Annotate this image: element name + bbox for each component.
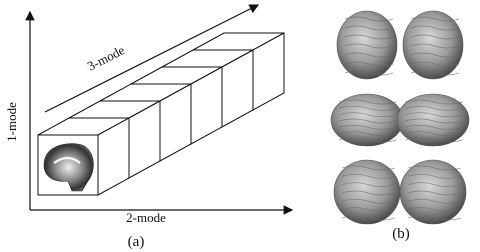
- slice: [38, 118, 129, 195]
- brain: [334, 160, 400, 224]
- brain: [400, 160, 466, 224]
- caption-a: (a): [128, 234, 145, 250]
- figure: 3-mode 1-mode 2-mode (a) (b): [0, 0, 480, 252]
- brain-surface: [400, 160, 466, 224]
- slices: [38, 33, 284, 195]
- mode1-label: 1-mode: [4, 102, 19, 142]
- caption-b: (b): [392, 226, 410, 242]
- brain-renders: [331, 11, 469, 224]
- mode3-label: 3-mode: [85, 42, 127, 73]
- tensor-diagram: 3-mode 1-mode 2-mode (a): [4, 5, 292, 250]
- brain: [403, 11, 463, 79]
- brain: [331, 94, 403, 146]
- brain: [397, 94, 469, 146]
- brain-surface: [334, 160, 400, 224]
- brain: [337, 11, 397, 79]
- brain-surface: [403, 11, 463, 79]
- mode2-label: 2-mode: [126, 210, 166, 225]
- brain-surface: [337, 11, 397, 79]
